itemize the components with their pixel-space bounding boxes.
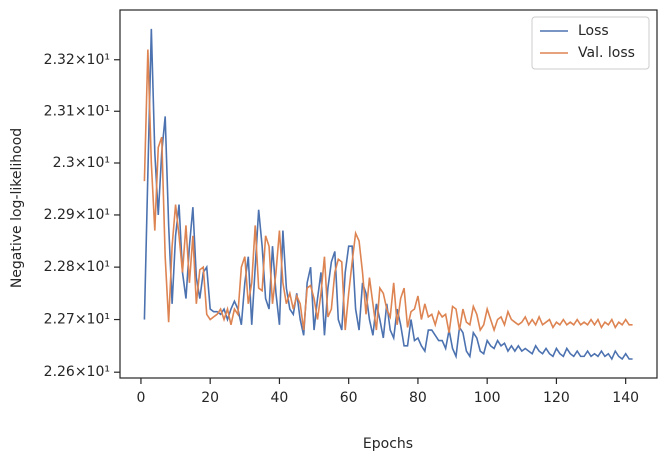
x-axis-label: Epochs: [363, 436, 413, 452]
y-tick-label: 2.31×10¹: [44, 103, 110, 119]
x-tick-label: 60: [340, 390, 358, 406]
x-tick-label: 40: [271, 390, 289, 406]
x-tick-label: 140: [612, 390, 639, 406]
x-tick-label: 100: [474, 390, 501, 406]
legend-label: Loss: [578, 23, 609, 39]
x-tick-label: 20: [201, 390, 219, 406]
plot-frame: [119, 9, 658, 379]
legend-box: [531, 16, 650, 70]
y-tick-label: 2.29×10¹: [44, 207, 110, 223]
legend: Loss Val. loss: [531, 16, 650, 70]
y-tick-label: 2.26×10¹: [44, 364, 110, 380]
x-tick-label: 80: [409, 390, 427, 406]
y-tick-label: 2.32×10¹: [44, 52, 110, 68]
x-tick-label: 0: [136, 390, 145, 406]
legend-label: Val. loss: [578, 45, 635, 61]
series-line: [143, 49, 633, 333]
y-axis-label: Negative log-likelihood: [9, 128, 25, 288]
series-line: [143, 28, 633, 361]
y-tick-label: 2.28×10¹: [44, 259, 110, 275]
y-tick-label: 2.3×10¹: [53, 155, 110, 171]
y-tick-label: 2.27×10¹: [44, 312, 110, 328]
x-tick-label: 120: [543, 390, 570, 406]
